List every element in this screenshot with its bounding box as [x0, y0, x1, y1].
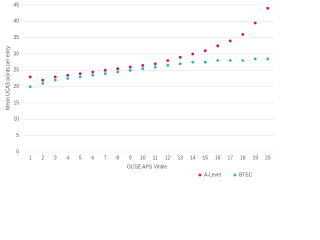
y-tick-label: 30: [13, 51, 19, 57]
x-tick-label: 16: [215, 155, 221, 161]
data-point: [153, 62, 157, 66]
data-point: [116, 70, 120, 74]
y-tick-label: 25: [13, 68, 19, 74]
data-point: [266, 57, 270, 61]
data-point: [228, 39, 232, 43]
data-point: [228, 59, 232, 62]
x-tick-label: 15: [202, 155, 208, 161]
data-point: [103, 72, 107, 75]
data-point: [241, 33, 245, 36]
y-tick-label: 10: [13, 117, 19, 123]
data-point: [53, 78, 57, 82]
data-point: [166, 59, 170, 62]
data-point: [191, 52, 195, 56]
x-tick-label: 20: [265, 155, 271, 161]
data-point: [166, 64, 170, 67]
data-point: [178, 62, 182, 66]
data-point: [53, 75, 57, 79]
data-point: [103, 68, 107, 72]
y-axis-title: Mean UCAS points per entry: [5, 46, 11, 110]
data-point: [203, 49, 207, 53]
y-tick-label: 0: [16, 149, 19, 155]
data-point: [128, 65, 132, 69]
x-tick-label: 8: [116, 155, 119, 161]
x-tick-label: 10: [140, 155, 146, 161]
data-point: [216, 44, 220, 48]
y-tick-label: 40: [13, 19, 19, 25]
data-point: [66, 73, 70, 77]
x-tick-label: 4: [66, 155, 69, 161]
data-point: [178, 55, 182, 59]
chart: Mean UCAS points per entry GCSE APS Vint…: [5, 2, 274, 178]
data-point: [78, 72, 82, 75]
data-point: [253, 57, 257, 61]
data-point: [266, 6, 270, 10]
data-point: [41, 78, 45, 82]
data-point: [91, 70, 95, 74]
y-tick-label: 20: [13, 84, 19, 90]
x-tick-label: 17: [227, 155, 233, 161]
x-tick-label: 12: [165, 155, 171, 161]
data-point: [153, 65, 157, 69]
legend-marker: [233, 173, 237, 177]
legend-label: BTEC: [239, 172, 253, 178]
x-tick-label: 19: [252, 155, 258, 161]
data-point: [203, 60, 207, 64]
x-tick-label: 9: [129, 155, 132, 161]
data-point: [41, 82, 45, 85]
y-tick-label: 15: [13, 100, 19, 106]
data-point: [141, 64, 145, 67]
data-point: [141, 67, 145, 71]
x-axis-title: GCSE APS Vintile: [127, 164, 167, 170]
data-point: [28, 75, 32, 79]
legend-label: A-Level: [204, 172, 221, 178]
data-point: [241, 59, 245, 62]
data-point: [216, 59, 220, 62]
x-tick-label: 7: [104, 155, 107, 161]
data-point: [28, 85, 32, 89]
data-point: [128, 68, 132, 72]
y-tick-label: 5: [16, 133, 19, 139]
x-tick-label: 18: [240, 155, 246, 161]
x-tick-label: 6: [91, 155, 94, 161]
x-tick-label: 1: [29, 155, 32, 161]
x-tick-label: 5: [79, 155, 82, 161]
data-point: [78, 75, 82, 79]
x-tick-label: 14: [190, 155, 196, 161]
data-point: [91, 73, 95, 77]
data-point: [66, 77, 70, 80]
y-tick-label: 45: [13, 2, 19, 8]
x-tick-label: 2: [41, 155, 44, 161]
data-point: [253, 21, 257, 25]
legend-marker: [198, 173, 202, 177]
y-tick-label: 35: [13, 35, 19, 41]
page: {"chart_data": {"type": "scatter", "x_la…: [5, 2, 274, 179]
data-point: [191, 60, 195, 64]
data-point: [116, 67, 120, 71]
x-tick-label: 3: [54, 155, 57, 161]
x-tick-label: 13: [177, 155, 183, 161]
x-tick-label: 11: [153, 155, 158, 161]
